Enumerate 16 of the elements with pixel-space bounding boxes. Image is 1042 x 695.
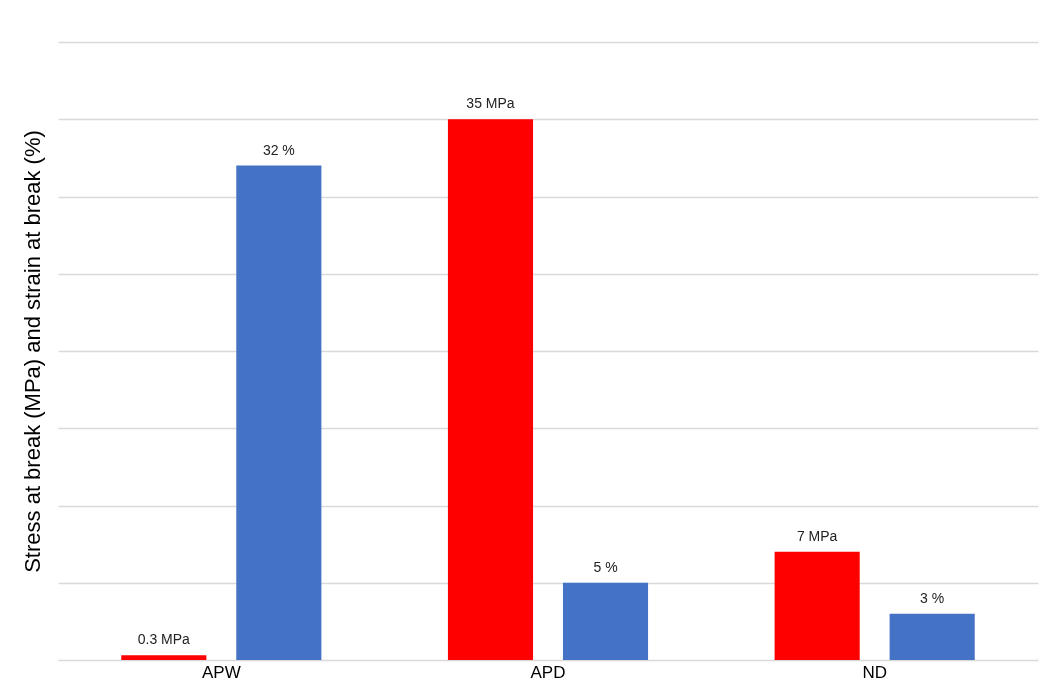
- data-label: 32 %: [262, 141, 295, 158]
- x-tick-label: APW: [201, 662, 241, 682]
- bar: [236, 165, 322, 660]
- bar: [447, 119, 534, 660]
- data-label: 35 MPa: [466, 95, 515, 112]
- bar: [121, 655, 207, 660]
- data-label: 7 MPa: [796, 527, 838, 544]
- x-tick-label: APD: [530, 662, 566, 682]
- bar: [562, 582, 649, 660]
- x-tick-label: ND: [862, 662, 887, 682]
- data-label: 5 %: [593, 558, 618, 575]
- bar: [889, 613, 975, 660]
- y-axis-title: Stress at break (MPa) and strain at break (%): [19, 130, 45, 573]
- data-label: 0.3 MPa: [137, 631, 191, 648]
- bar: [774, 551, 860, 660]
- data-label: 3 %: [920, 589, 945, 606]
